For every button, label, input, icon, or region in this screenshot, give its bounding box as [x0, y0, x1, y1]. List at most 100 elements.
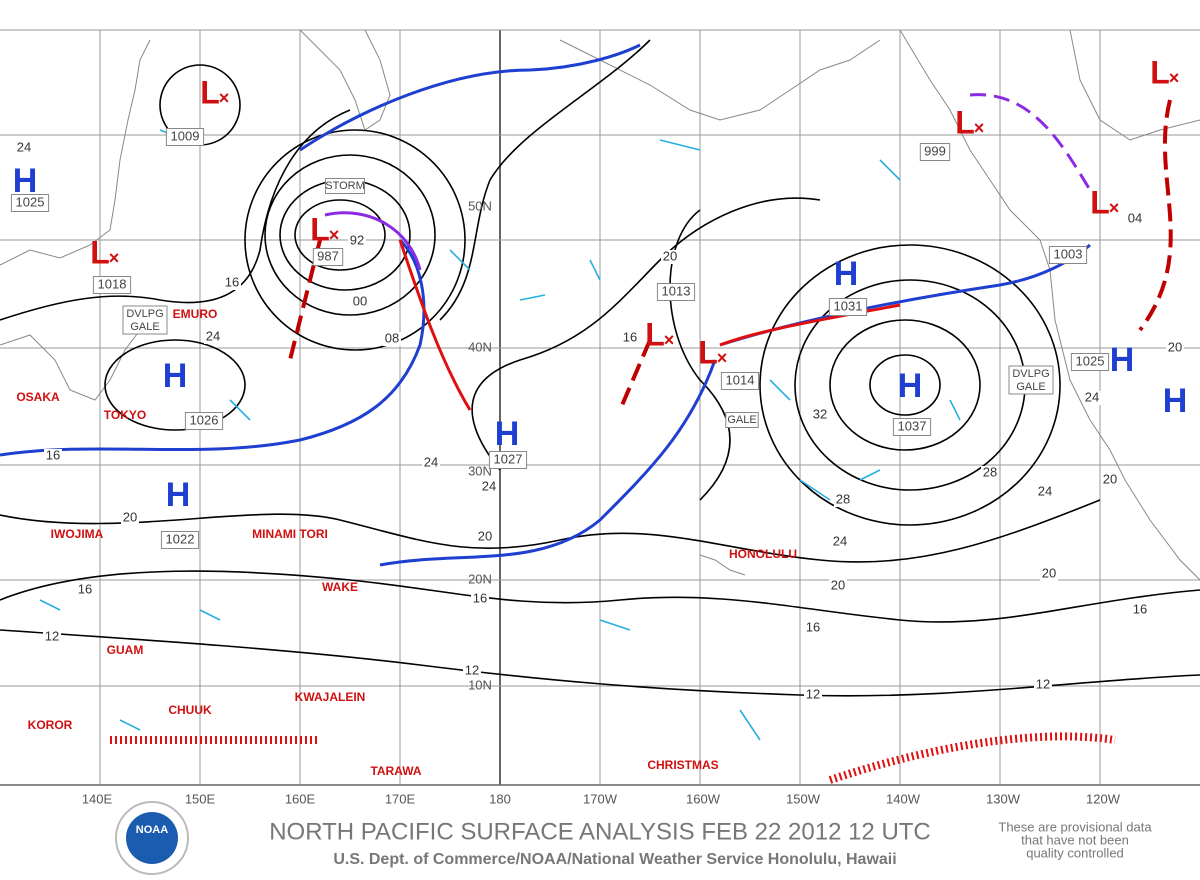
logo-text: NOAA: [136, 824, 168, 836]
isobar-label: 16: [78, 581, 92, 596]
isobar-label: 28: [836, 491, 850, 506]
low-cross: ×: [664, 330, 675, 350]
station-name: MINAMI TORI: [252, 527, 328, 541]
low-cross: ×: [1109, 198, 1120, 218]
isobar-label-bg: [1126, 212, 1144, 226]
longitude-label: 140E: [82, 791, 113, 806]
isobar-label: 00: [353, 293, 367, 308]
footer-subtitle: U.S. Dept. of Commerce/NOAA/National Wea…: [333, 851, 896, 868]
low-pressure-box: [312, 248, 344, 266]
low-symbol: L: [200, 74, 220, 110]
latitude-label: 50N: [468, 198, 492, 213]
isobars: [0, 39, 1200, 697]
latitude-label: 20N: [468, 571, 492, 586]
isobar-label-bg: [351, 295, 369, 309]
isobar-label-bg: [829, 579, 847, 593]
isobar-label: 24: [424, 454, 438, 469]
warning-label-box: [725, 412, 759, 428]
low-pressure-box: [720, 372, 760, 390]
longitude-label: 120W: [1086, 791, 1121, 806]
low-symbol: L: [1090, 184, 1110, 220]
longitude-label: 160E: [285, 791, 316, 806]
station-name: OSAKA: [16, 390, 60, 404]
isobar-label-bg: [1040, 567, 1058, 581]
isobar-label-bg: [204, 330, 222, 344]
station-name: TARAWA: [370, 764, 421, 778]
station-name: IWOJIMA: [51, 527, 104, 541]
station-name: WAKE: [322, 580, 358, 594]
isobar-label-bg: [223, 276, 241, 290]
low-cross: ×: [329, 225, 340, 245]
isobar-label: 20: [1042, 565, 1056, 580]
warning-label: DVLPG GALE: [126, 308, 163, 333]
isobar-label: 24: [17, 139, 31, 154]
isobar-label: 20: [123, 509, 137, 524]
isobar-label-bg: [834, 493, 852, 507]
low-symbol: L: [955, 104, 975, 140]
isobar-label-bg: [1034, 678, 1052, 692]
isobar-label-bg: [831, 535, 849, 549]
station-name: HONOLULU: [729, 547, 797, 561]
low-cross: ×: [717, 348, 728, 368]
isobar-label-bg: [463, 664, 481, 678]
isobar-label: 20: [663, 248, 677, 263]
isobar-label-bg: [1166, 341, 1184, 355]
isobar-label: 16: [225, 274, 239, 289]
isobar-label-bg: [804, 688, 822, 702]
low-pressure: 1013: [662, 283, 691, 298]
isobar-label: 16: [623, 329, 637, 344]
longitude-label: 130W: [986, 791, 1021, 806]
high-pressure-box: [488, 451, 528, 469]
low-pressure-box: [1048, 246, 1088, 264]
warning-label: STORM: [325, 180, 365, 192]
high-pressure-box: [184, 412, 224, 430]
disclaimer-line: These are provisional data: [998, 819, 1152, 834]
isobar-label: 12: [1036, 676, 1050, 691]
low-pressure-box: [92, 276, 132, 294]
isobar-label-bg: [1131, 603, 1149, 617]
high-symbol: H: [166, 476, 191, 514]
isobar-label: 16: [46, 447, 60, 462]
high-pressure-box: [892, 418, 932, 436]
longitude-label: 140W: [886, 791, 921, 806]
isobar-label-bg: [422, 456, 440, 470]
low-pressure: 1014: [726, 372, 755, 387]
high-symbol: H: [1110, 341, 1135, 379]
high-pressure: 1031: [834, 298, 863, 313]
high-symbol: H: [898, 367, 923, 405]
low-cross: ×: [109, 248, 120, 268]
station-name: GUAM: [107, 643, 144, 657]
station-name: TOKYO: [104, 408, 146, 422]
high-pressure: 1025: [16, 194, 45, 209]
warning-label: GALE: [727, 414, 756, 426]
high-symbol: H: [13, 162, 38, 200]
warning-box: [1008, 365, 1054, 395]
isobar-label: 24: [1085, 389, 1099, 404]
longitude-label: 180: [489, 791, 511, 806]
low-pressure: 1009: [171, 128, 200, 143]
isobar-label-bg: [661, 250, 679, 264]
low-cross: ×: [974, 118, 985, 138]
isobar-label-bg: [1036, 485, 1054, 499]
low-pressure: 987: [317, 248, 339, 263]
isobar-label-bg: [476, 530, 494, 544]
latitude-label: 40N: [468, 339, 492, 354]
isobar-label-bg: [44, 449, 62, 463]
high-pressure: 1025: [1076, 353, 1105, 368]
low-pressure: 1018: [98, 276, 127, 291]
isobar-label: 20: [1168, 339, 1182, 354]
high-symbol: H: [163, 357, 188, 395]
low-pressure: 1003: [1054, 246, 1083, 261]
isobar-label: 92: [350, 232, 364, 247]
high-pressure-box: [160, 531, 200, 549]
low-pressure-box: [165, 128, 205, 146]
warning-label: DVLPG GALE: [1012, 368, 1049, 393]
latitude-label: 30N: [468, 463, 492, 478]
isobar-label-bg: [480, 480, 498, 494]
longitude-label: 170W: [583, 791, 618, 806]
high-pressure: 1026: [190, 412, 219, 427]
station-name: KOROR: [28, 718, 73, 732]
isobar-label-bg: [43, 630, 61, 644]
